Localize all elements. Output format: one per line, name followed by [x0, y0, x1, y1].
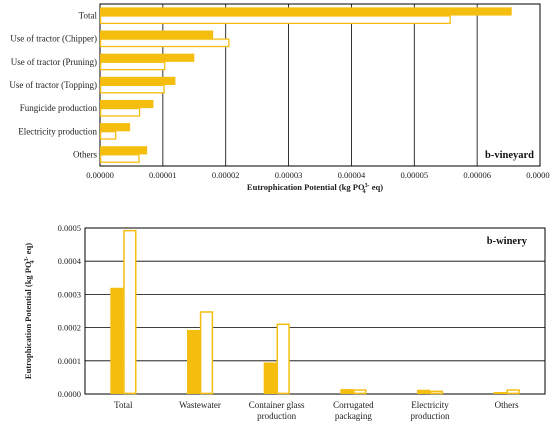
x-tick-label: 0.00007 — [526, 170, 550, 180]
y-tick-label: 0.0003 — [58, 289, 81, 299]
category-label: Electricity — [411, 400, 449, 410]
category-label: Container glass — [249, 400, 305, 410]
bar-filled — [263, 362, 277, 394]
y-axis-label: Eutrophication Potential (kg PO3-4 eq) — [23, 243, 36, 379]
category-label: Others — [73, 149, 97, 159]
category-label: Electricity production — [18, 126, 97, 136]
bar-outline — [506, 389, 520, 395]
x-axis-label: Eutrophication Potential (kg PO3-4 eq) — [247, 182, 383, 195]
category-label: Total — [114, 400, 133, 410]
category-label: production — [257, 411, 296, 421]
bar-filled — [100, 99, 154, 109]
bar-outline — [429, 390, 444, 395]
bar-outline — [199, 311, 214, 395]
category-label: packaging — [335, 411, 372, 421]
bar-outline — [99, 131, 117, 140]
x-tick-label: 0.00002 — [212, 170, 240, 180]
x-tick-label: 0.00000 — [86, 170, 114, 180]
panel-label: b-vineyard — [485, 150, 534, 161]
x-tick-label: 0.00003 — [275, 170, 303, 180]
y-tick-label: 0.0004 — [58, 256, 82, 266]
bar-filled — [110, 287, 124, 394]
bar-outline — [99, 84, 165, 94]
bar-outline — [123, 229, 137, 395]
x-tick-label: 0.00005 — [400, 170, 428, 180]
bar-filled — [100, 123, 131, 132]
category-label: Use of tractor (Chipper) — [10, 34, 97, 44]
bar-outline — [353, 389, 367, 395]
category-label: Corrugated — [333, 400, 374, 410]
winery-chart: 0.0000 0.0001 0.0002 0.0003 0.0004 0.0005 Tota… — [23, 223, 546, 421]
bar-filled — [100, 146, 148, 155]
y-tick-label: 0.0001 — [58, 356, 81, 366]
category-label: Others — [495, 400, 519, 410]
category-label: Wastewater — [179, 400, 221, 410]
bar-outline — [276, 323, 290, 395]
bar-filled — [100, 7, 512, 16]
bar-outline — [99, 15, 451, 25]
vineyard-chart: Total Use of tractor (Chipper) Use of trac… — [9, 3, 550, 195]
x-tick-label: 0.00004 — [338, 170, 366, 180]
bar-filled — [417, 389, 430, 394]
bar-outline — [99, 107, 141, 117]
x-tick-label: 0.00006 — [463, 170, 491, 180]
x-tick-label: 0.00001 — [149, 170, 177, 180]
panel-label: b-winery — [487, 236, 528, 247]
bar-outline — [99, 154, 140, 163]
category-label: production — [411, 411, 450, 421]
y-tick-label: 0.0000 — [58, 389, 81, 399]
plot-frame — [84, 227, 546, 395]
bar-filled — [100, 53, 195, 62]
bar-filled — [493, 392, 507, 394]
category-label: Fungicide production — [20, 103, 98, 113]
bar-filled — [100, 30, 214, 39]
y-tick-label: 0.0005 — [58, 223, 81, 233]
category-label: Use of tractor (Pruning) — [11, 57, 97, 67]
y-tick-label: 0.0002 — [58, 323, 81, 333]
bar-outline — [99, 61, 166, 71]
bar-filled — [340, 389, 354, 394]
bar-filled — [187, 329, 200, 394]
bar-outline — [99, 38, 230, 48]
bar-filled — [100, 76, 176, 85]
category-label: Use of tractor (Topping) — [9, 80, 97, 90]
category-label: Total — [79, 11, 98, 21]
